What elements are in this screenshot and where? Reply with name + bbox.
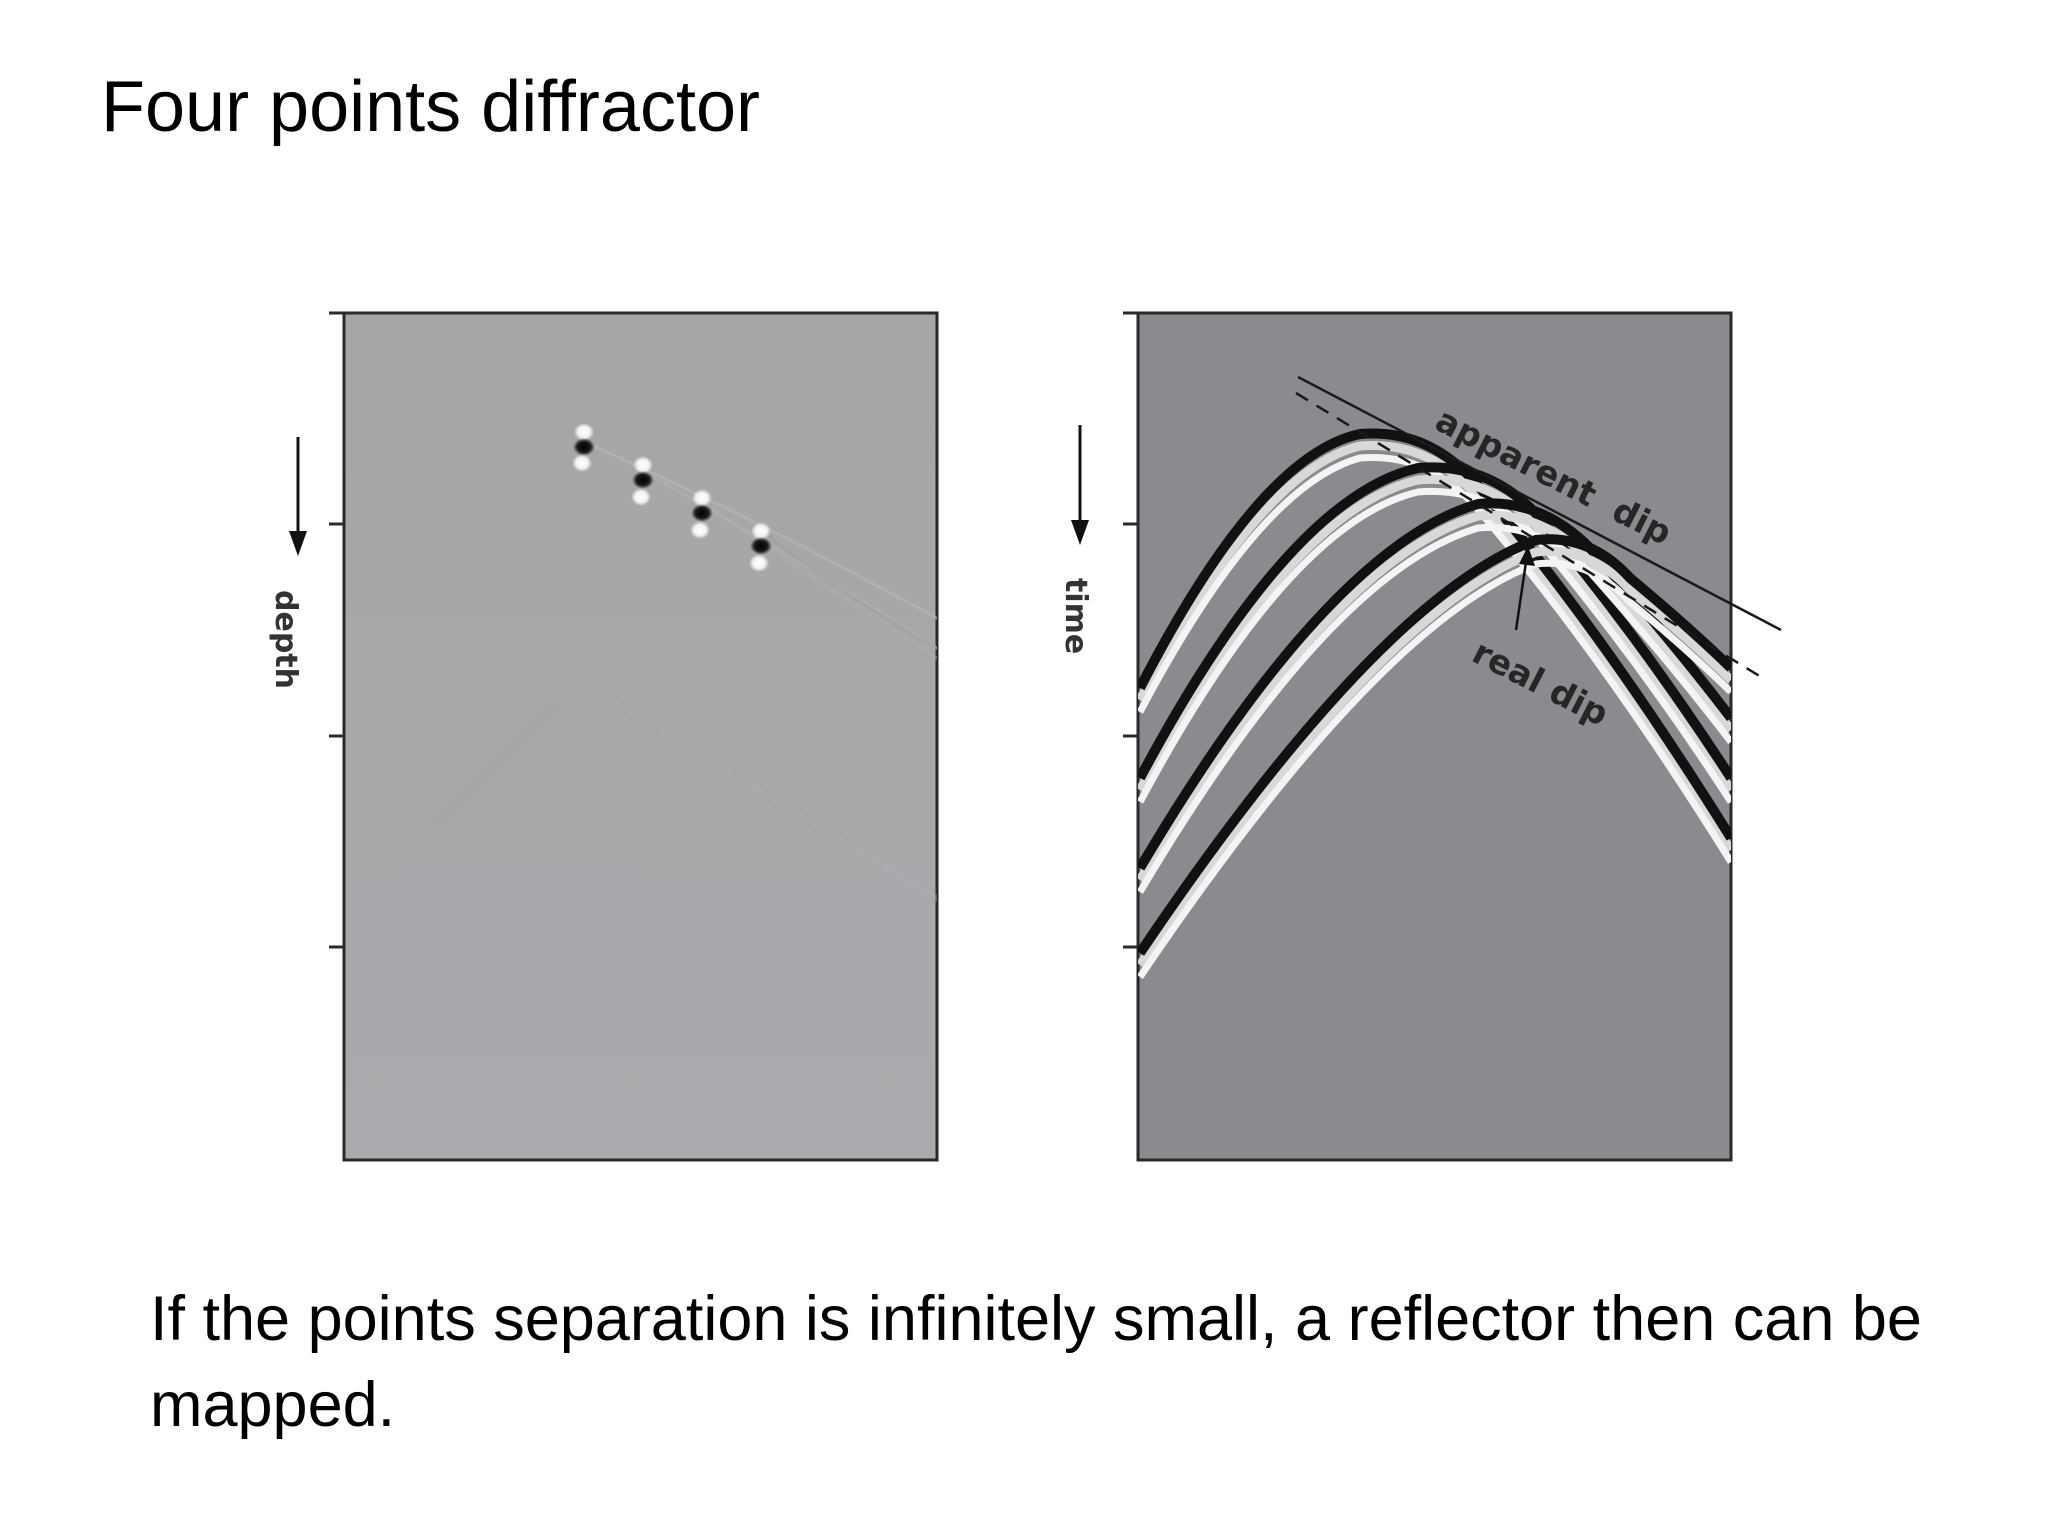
diffractor-point: [749, 522, 772, 572]
diffraction-hyperbolas: [1138, 428, 1731, 979]
time-arrow: [1071, 425, 1089, 545]
real-dip-pointer: [1514, 546, 1535, 631]
diffractor-point: [631, 456, 654, 506]
left-panel-faint-arcs: [357, 438, 937, 903]
depth-arrow: [289, 437, 307, 556]
right-axis-ticks: [1123, 311, 1138, 949]
left-panel: depth: [268, 311, 939, 1162]
slide-title: Four points diffractor: [101, 67, 760, 147]
diffraction-hyperbola: [1138, 534, 1731, 979]
left-axis-ticks: [329, 311, 344, 949]
apparent-dip-line: [1297, 375, 1782, 632]
diffraction-hyperbola: [1138, 462, 1731, 804]
diffractor-points: [572, 423, 772, 572]
time-label: time: [1058, 578, 1093, 654]
right-panel: apparent dip real dip time: [1058, 311, 1782, 1162]
depth-label: depth: [268, 590, 303, 689]
diffractor-point: [572, 423, 595, 472]
diffractor-point: [690, 489, 713, 539]
slide-caption: If the points separation is infinitely s…: [150, 1284, 1922, 1440]
left-panel-frame: [342, 311, 939, 1162]
real-dip-dashed-line: [1295, 391, 1767, 682]
